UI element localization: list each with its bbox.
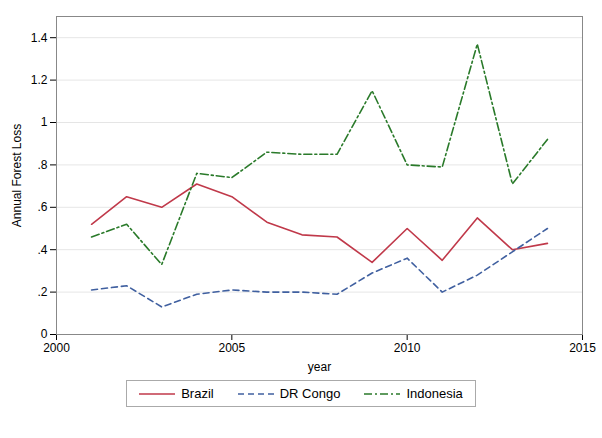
svg-text:2015: 2015: [569, 341, 596, 355]
svg-text:1.2: 1.2: [31, 73, 48, 87]
svg-text:1: 1: [41, 115, 48, 129]
svg-text:1.4: 1.4: [31, 31, 48, 45]
svg-text:2010: 2010: [394, 341, 421, 355]
svg-text:2000: 2000: [43, 341, 70, 355]
svg-text:.8: .8: [37, 158, 47, 172]
svg-text:.6: .6: [37, 200, 47, 214]
svg-text:year: year: [308, 360, 331, 374]
html-text:DR Congo: DR Congo: [279, 386, 341, 401]
svg-text:.2: .2: [37, 285, 47, 299]
svg-text:0: 0: [41, 327, 48, 341]
svg-text:Annual Forest Loss: Annual Forest Loss: [10, 124, 24, 227]
html-text:Indonesia: Indonesia: [406, 386, 463, 401]
html-text:Brazil: Brazil: [181, 386, 214, 401]
svg-text:.4: .4: [37, 243, 47, 257]
svg-text:2005: 2005: [218, 341, 245, 355]
